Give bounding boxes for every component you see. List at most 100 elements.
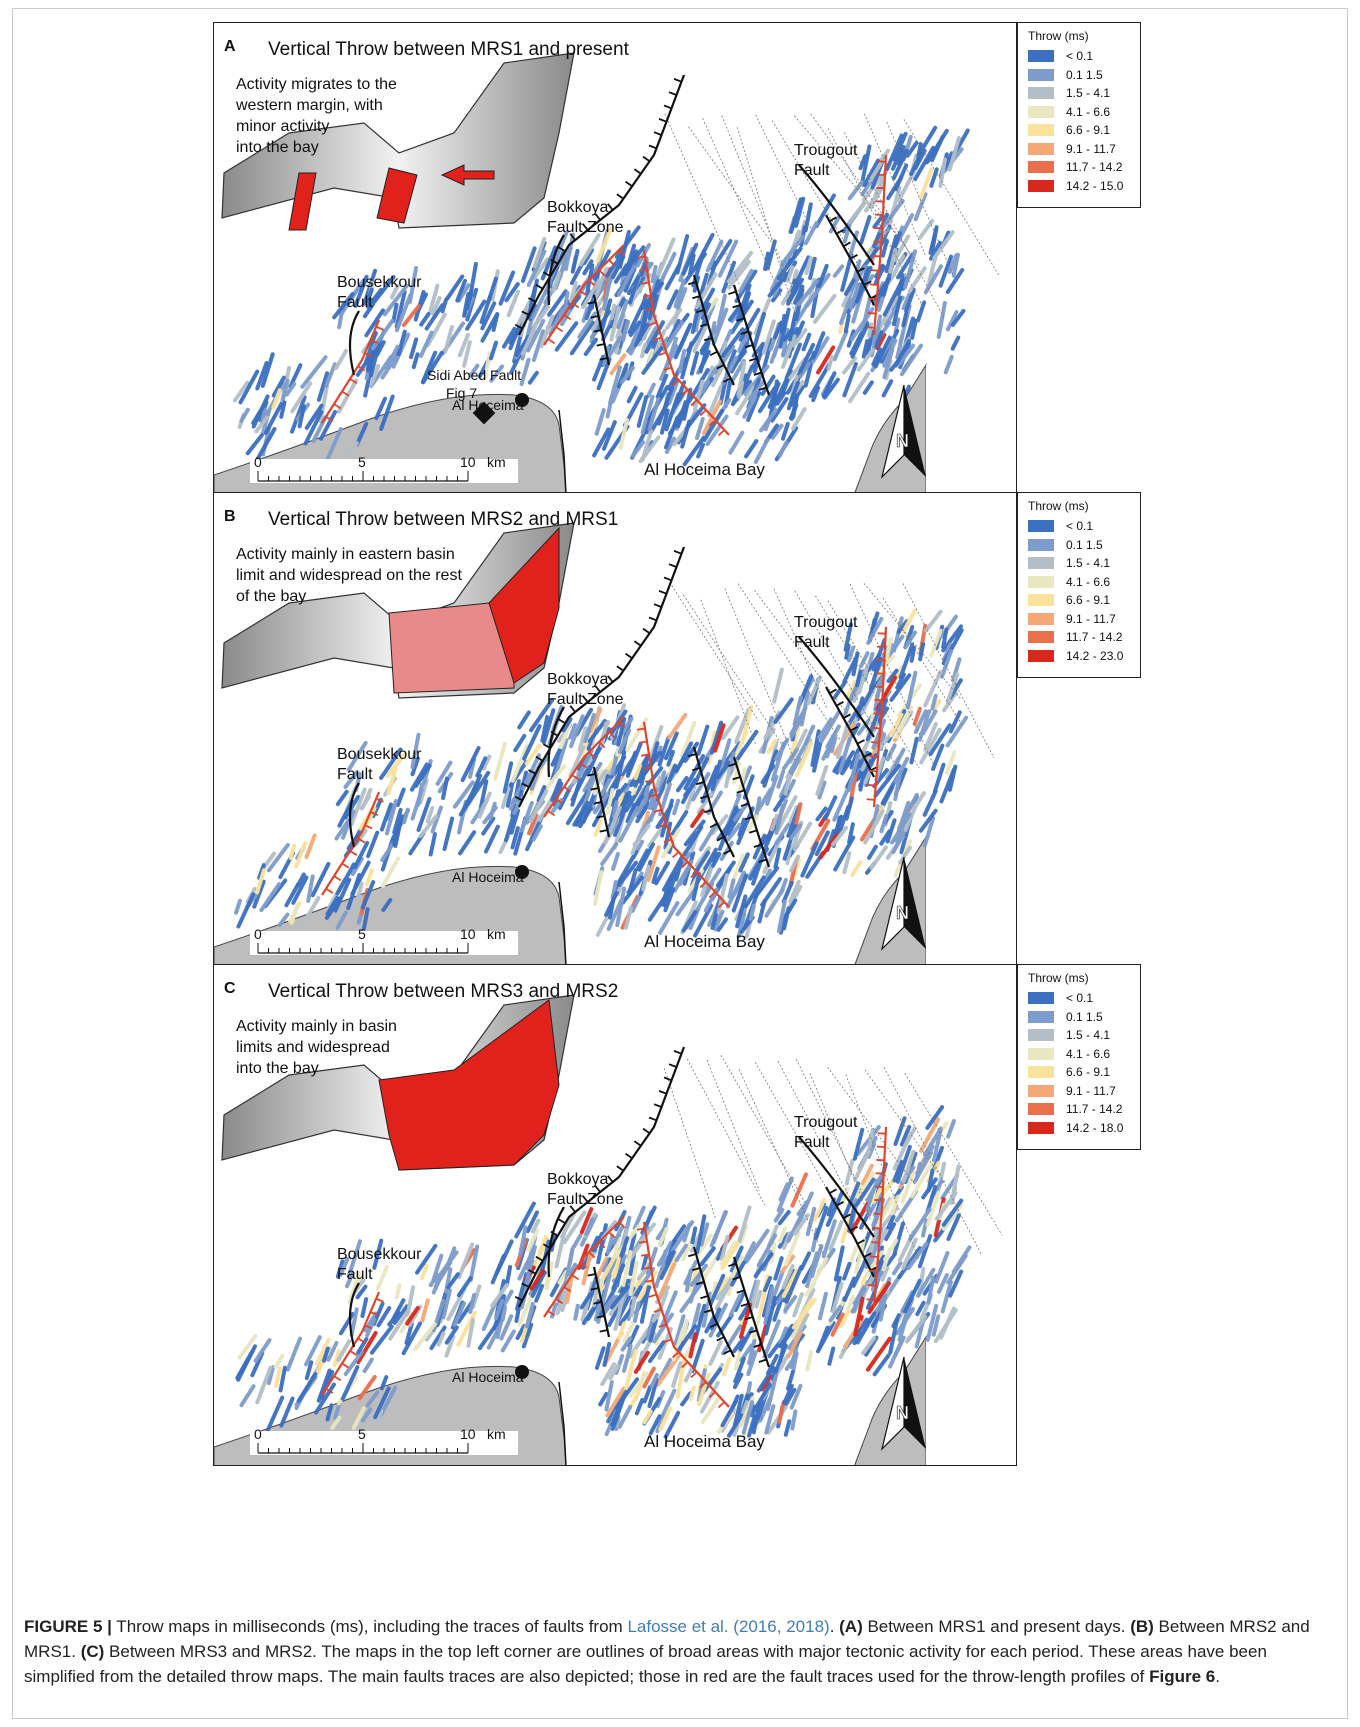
fault-central-red: [636, 249, 730, 437]
fault-trougout-red: [866, 626, 888, 808]
legend-swatch: [1028, 992, 1054, 1005]
caption-figure-ref[interactable]: Figure 6: [1149, 1667, 1216, 1686]
label-bokkoya-zone: Fault Zone: [547, 691, 624, 708]
fault-trougout-main: [798, 636, 875, 738]
label-al-hoceima-bay: Al Hoceima Bay: [644, 932, 765, 951]
label-sidi-abed-fault: Sidi Abed Fault: [427, 367, 521, 383]
label-bokkoya: Bokkoya: [547, 199, 608, 216]
fault-branch-3: [728, 284, 771, 396]
north-arrow: N: [880, 856, 926, 951]
legend-item: 9.1 - 11.7: [1028, 140, 1140, 159]
scale-ten: 10: [460, 454, 476, 470]
label-bousekkour-fault: Fault: [337, 766, 373, 783]
inset-note-line: limits and widespread: [236, 1039, 390, 1056]
inset-note-line: Activity mainly in basin: [236, 1018, 397, 1035]
fault-traces: [321, 546, 888, 909]
legend-label: 1.5 - 4.1: [1066, 556, 1111, 571]
fault-central-red: [636, 1221, 730, 1409]
fault-trougout-red: [866, 1126, 888, 1308]
fault-traces: [321, 74, 888, 437]
scale-five: 5: [358, 1426, 366, 1442]
legend-item: 11.7 - 14.2: [1028, 1100, 1140, 1119]
fault-traces: [321, 1046, 888, 1409]
legend-label: 9.1 - 11.7: [1066, 611, 1116, 626]
legend-label: 9.1 - 11.7: [1066, 1083, 1116, 1098]
legend-label: < 0.1: [1066, 49, 1094, 64]
caption-a-label: (A): [839, 1617, 863, 1636]
fault-bokkoya-zone: [514, 1046, 686, 1308]
minor-lineaments: [663, 1055, 1003, 1259]
legend-label: 0.1 1.5: [1066, 67, 1103, 82]
fault-branch-1: [587, 294, 611, 366]
label-trougout-fault: Fault: [794, 1134, 830, 1151]
scale-zero: 0: [254, 1426, 262, 1442]
north-letter: N: [896, 903, 909, 923]
legend-swatch: [1028, 1047, 1054, 1060]
pointer-arrow: [547, 234, 565, 306]
inset-note-line: into the bay: [236, 1060, 319, 1077]
fault-branch-2: [688, 274, 735, 386]
panel-title: Vertical Throw between MRS2 and MRS1: [268, 509, 618, 530]
panel-letter: C: [224, 980, 236, 997]
pointer-arrow: [348, 782, 360, 848]
north-arrow: N: [880, 384, 926, 479]
legend-swatch: [1028, 631, 1054, 644]
minor-lineaments: [664, 113, 1000, 320]
scale-bar: 0 5 10 km: [250, 1426, 518, 1455]
legend-item: < 0.1: [1028, 989, 1140, 1008]
label-trougout: Trougout: [794, 1114, 858, 1131]
caption-b-text: Between MRS2 and MRS1.: [24, 1617, 1310, 1661]
throw-legend: Throw (ms) < 0.1 0.1 1.5 1.5 - 4.1 4.1 - 6.6…: [1017, 492, 1141, 678]
fault-branch-1: [587, 1266, 611, 1338]
label-al-hoceima: Al Hoceima: [452, 1369, 524, 1385]
fault-branch-3: [728, 1256, 771, 1368]
legend-label: 0.1 1.5: [1066, 1009, 1103, 1024]
map-panel-c: C Vertical Throw between MRS3 and MRS2 Act…: [213, 964, 1017, 1466]
legend-label: 4.1 - 6.6: [1066, 104, 1111, 119]
legend-item: 11.7 - 14.2: [1028, 628, 1140, 647]
map-panel-a: A Vertical Throw between MRS1 and present…: [213, 22, 1017, 494]
legend-item: < 0.1: [1028, 517, 1140, 536]
legend-item: 1.5 - 4.1: [1028, 1026, 1140, 1045]
caption-citation[interactable]: Lafosse et al. (2016, 2018): [627, 1617, 830, 1636]
north-letter: N: [896, 1403, 909, 1423]
scale-five: 5: [358, 926, 366, 942]
legend-swatch: [1028, 105, 1054, 118]
panel-letter: B: [224, 508, 236, 525]
throw-legend: Throw (ms) < 0.1 0.1 1.5 1.5 - 4.1 4.1 - 6.6…: [1017, 22, 1141, 208]
label-al-hoceima: Al Hoceima: [452, 869, 524, 885]
label-bousekkour: Bousekkour: [337, 1246, 422, 1263]
legend-item: 6.6 - 9.1: [1028, 1063, 1140, 1082]
pointer-arrow: [348, 1282, 360, 1348]
fault-trougout-main: [798, 164, 875, 266]
fault-trougout-red: [866, 154, 888, 336]
inset-note-line: of the bay: [236, 588, 306, 605]
legend-label: 14.2 - 15.0: [1066, 178, 1124, 193]
scale-unit: km: [487, 454, 506, 470]
fault-bokkoya-red: [543, 1216, 626, 1318]
throw-map: A Vertical Throw between MRS1 and present…: [214, 38, 1016, 493]
scale-ten: 10: [460, 1426, 476, 1442]
legend-label: 9.1 - 11.7: [1066, 141, 1116, 156]
scale-bar: 0 5 10 km: [250, 926, 518, 955]
legend-label: 11.7 - 14.2: [1066, 160, 1123, 175]
legend-swatch: [1028, 50, 1054, 63]
legend-label: 14.2 - 23.0: [1066, 648, 1124, 663]
legend-swatch: [1028, 87, 1054, 100]
legend-item: 6.6 - 9.1: [1028, 591, 1140, 610]
legend-item: 14.2 - 15.0: [1028, 177, 1140, 196]
legend-label: 6.6 - 9.1: [1066, 593, 1111, 608]
activity-inset-map: [221, 522, 575, 699]
legend-swatch: [1028, 1121, 1054, 1134]
legend-label: 0.1 1.5: [1066, 537, 1103, 552]
caption-b-label: (B): [1130, 1617, 1154, 1636]
throw-map: C Vertical Throw between MRS3 and MRS2 Act…: [214, 980, 1016, 1465]
map-panel-b: B Vertical Throw between MRS2 and MRS1 Act…: [213, 492, 1017, 966]
legend-item: 4.1 - 6.6: [1028, 103, 1140, 122]
scale-ten: 10: [460, 926, 476, 942]
inset-note-line: into the bay: [236, 139, 319, 156]
legend-swatch: [1028, 1084, 1054, 1097]
legend-swatch: [1028, 142, 1054, 155]
inset-note-line: western margin, with: [235, 97, 383, 114]
label-al-hoceima-bay: Al Hoceima Bay: [644, 1432, 765, 1451]
